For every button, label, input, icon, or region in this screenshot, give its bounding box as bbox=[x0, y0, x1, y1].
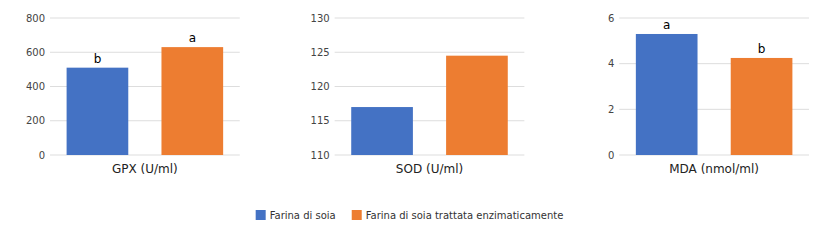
annotation: b bbox=[758, 42, 766, 56]
grid-line bbox=[50, 18, 240, 19]
tick-label: 130 bbox=[311, 13, 330, 24]
tick-label: 2 bbox=[608, 104, 614, 115]
grid-line bbox=[335, 52, 525, 53]
tick-label: 4 bbox=[608, 58, 614, 69]
tick-label: 200 bbox=[26, 115, 45, 126]
figure: 0200400600800baGPX (U/ml)110115120125130… bbox=[0, 0, 819, 231]
bar bbox=[351, 107, 413, 155]
annotation: a bbox=[189, 31, 196, 45]
legend-swatch bbox=[256, 210, 266, 220]
tick-label: 120 bbox=[311, 81, 330, 92]
legend: Farina di soia Farina di soia trattata en… bbox=[256, 210, 564, 221]
tick-label: 125 bbox=[311, 47, 330, 58]
bars bbox=[351, 56, 508, 155]
tick-label: 6 bbox=[608, 13, 614, 24]
tick-label: 600 bbox=[26, 47, 45, 58]
tick-label: 110 bbox=[311, 150, 330, 161]
bar bbox=[446, 56, 508, 155]
legend-swatch bbox=[352, 210, 362, 220]
grid-line bbox=[619, 18, 809, 19]
panel: 0246abMDA (nmol/ml) bbox=[608, 13, 809, 177]
grid-line bbox=[335, 18, 525, 19]
bars bbox=[636, 34, 793, 155]
chart-title: MDA (nmol/ml) bbox=[669, 162, 759, 176]
tick-label: 0 bbox=[608, 150, 614, 161]
annotations: ab bbox=[663, 18, 765, 56]
chart-title: SOD (U/ml) bbox=[396, 162, 463, 176]
legend-label: Farina di soia trattata enzimaticamente bbox=[366, 210, 564, 221]
bar bbox=[67, 68, 129, 155]
bars bbox=[67, 47, 224, 155]
annotations: ba bbox=[94, 31, 196, 66]
panel: 110 115 120 125 130 SOD (U/ml) bbox=[311, 13, 525, 231]
bar bbox=[731, 58, 793, 155]
annotation: b bbox=[94, 52, 102, 66]
annotation: a bbox=[663, 18, 670, 32]
tick-label: 400 bbox=[26, 81, 45, 92]
tick-label: 800 bbox=[26, 13, 45, 24]
bar bbox=[161, 47, 223, 155]
tick-label: 0 bbox=[39, 150, 45, 161]
chart-title: GPX (U/ml) bbox=[112, 162, 178, 176]
panel: 0200400600800baGPX (U/ml) bbox=[26, 13, 240, 177]
tick-label: 115 bbox=[311, 115, 330, 126]
bar bbox=[636, 34, 698, 155]
legend-label: Farina di soia bbox=[270, 210, 336, 221]
